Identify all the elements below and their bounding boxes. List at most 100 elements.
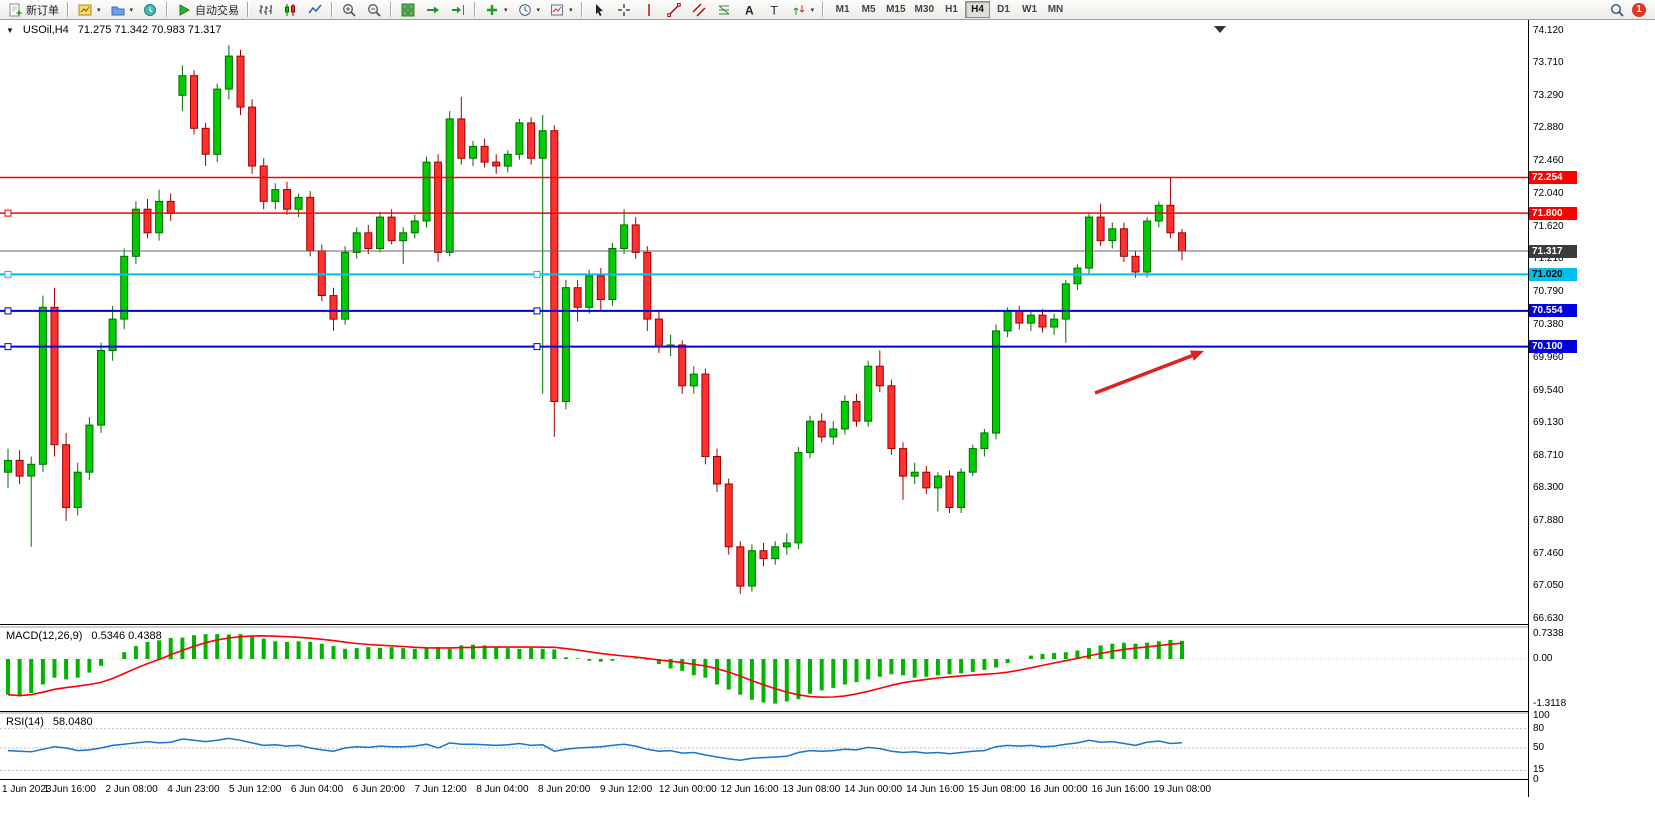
timeframe-h1-button[interactable]: H1 — [939, 1, 964, 18]
time-axis[interactable]: 1 Jun 2023 1 Jun 16:00 2 Jun 08:00 4 Jun 23… — [0, 781, 1528, 799]
timeframe-mn-button[interactable]: MN — [1043, 1, 1068, 18]
search-icon — [1609, 2, 1625, 18]
rsi-value: 58.0480 — [52, 716, 93, 728]
chart-shift-button[interactable] — [446, 1, 470, 19]
shift-marker-icon[interactable] — [1214, 26, 1226, 33]
candle-body — [503, 153, 512, 167]
panel-separator[interactable] — [0, 626, 1655, 628]
periods-icon — [517, 2, 533, 18]
line-handle[interactable] — [4, 270, 12, 278]
macd-label-row: MACD(12,26,9) 0.5346 0.4388 — [6, 630, 162, 642]
timeframe-d1-button[interactable]: D1 — [991, 1, 1016, 18]
price-chart-canvas[interactable] — [0, 20, 1528, 625]
price-marker: 70.554 — [1529, 304, 1577, 318]
zoom-out-button[interactable] — [362, 1, 386, 19]
candle-body — [829, 428, 838, 438]
time-axis-label: 6 Jun 20:00 — [352, 784, 405, 795]
price-marker: 71.800 — [1529, 206, 1577, 220]
panel-separator[interactable] — [0, 712, 1655, 714]
time-axis-label: 1 Jun 16:00 — [43, 784, 96, 795]
candle-body — [620, 224, 629, 249]
vertical-line-tool-button[interactable] — [637, 1, 661, 19]
templates-button[interactable]: ▾ — [545, 1, 577, 19]
line-handle[interactable] — [4, 307, 12, 315]
text-tool-button[interactable]: A — [737, 1, 761, 19]
bar-chart-icon — [257, 2, 273, 18]
price-axis-label: 72.880 — [1533, 122, 1564, 134]
line-chart-icon — [307, 2, 323, 18]
candle-body — [643, 251, 652, 320]
candle-body — [143, 208, 152, 234]
tile-windows-button[interactable] — [396, 1, 420, 19]
periods-button[interactable]: ▾ — [513, 1, 545, 19]
timeframe-m5-button[interactable]: M5 — [856, 1, 881, 18]
price-axis[interactable]: 74.120 73.710 73.290 72.880 72.460 72.040 71.6… — [1528, 20, 1655, 797]
candle-body — [852, 401, 861, 422]
candle-body — [922, 471, 931, 489]
market-watch-button[interactable] — [138, 1, 162, 19]
rsi-label: RSI(14) — [6, 716, 44, 728]
rsi-panel-canvas[interactable] — [0, 714, 1528, 780]
candle-body — [654, 318, 663, 348]
line-handle[interactable] — [533, 307, 541, 315]
candle-body — [15, 459, 24, 477]
toolbar-separator — [247, 2, 250, 17]
line-handle[interactable] — [533, 343, 541, 351]
search-button[interactable] — [1605, 1, 1629, 19]
candlestick-icon — [282, 2, 298, 18]
price-axis-label: 71.620 — [1533, 221, 1564, 233]
line-handle[interactable] — [533, 270, 541, 278]
candle-body — [1119, 228, 1128, 257]
fibonacci-tool-button[interactable] — [712, 1, 736, 19]
templates-icon — [549, 2, 565, 18]
timeframe-h4-button[interactable]: H4 — [965, 1, 990, 18]
crosshair-tool-button[interactable] — [612, 1, 636, 19]
rsi-axis-label: 50 — [1533, 742, 1545, 753]
candle-body — [62, 444, 71, 509]
candle-body — [1166, 204, 1175, 234]
line-handle[interactable] — [4, 209, 12, 217]
candle-body — [701, 373, 710, 458]
candle-body — [678, 344, 687, 387]
profiles-button[interactable]: ▾ — [106, 1, 138, 19]
candle-body — [27, 463, 36, 477]
price-axis-label: 71.210 — [1533, 253, 1564, 265]
candle-body — [341, 251, 350, 320]
text-label-tool-button[interactable]: T — [762, 1, 786, 19]
timeframe-m1-button[interactable]: M1 — [830, 1, 855, 18]
price-marker: 70.100 — [1529, 340, 1577, 354]
new-order-button[interactable]: 新订单 — [3, 1, 63, 19]
new-chart-button[interactable]: ▾ — [73, 1, 105, 19]
equidistant-channel-tool-button[interactable] — [687, 1, 711, 19]
bar-chart-button[interactable] — [253, 1, 277, 19]
notification-badge[interactable]: 1 — [1632, 2, 1646, 17]
candle-body — [585, 275, 594, 308]
candle-body — [759, 550, 768, 560]
macd-panel-canvas[interactable] — [0, 628, 1528, 712]
annotation-arrow-head[interactable] — [1189, 350, 1204, 361]
price-axis-label: 69.960 — [1533, 351, 1564, 363]
timeframe-m30-button[interactable]: M30 — [911, 1, 938, 18]
zoom-in-button[interactable] — [337, 1, 361, 19]
price-axis-label: 69.540 — [1533, 384, 1564, 396]
price-axis-label: 68.710 — [1533, 449, 1564, 461]
arrows-tool-button[interactable]: ▾ — [787, 1, 819, 19]
annotation-arrow-shaft[interactable] — [1094, 354, 1193, 395]
candle-body — [713, 456, 721, 485]
time-axis-label: 8 Jun 04:00 — [476, 784, 529, 795]
cursor-tool-button[interactable] — [587, 1, 611, 19]
candlestick-chart-button[interactable] — [278, 1, 302, 19]
timeframe-m15-button[interactable]: M15 — [882, 1, 909, 18]
rsi-axis-label: 0 — [1533, 774, 1539, 785]
candle-body — [131, 208, 140, 257]
candle-body — [271, 189, 280, 202]
auto-scroll-button[interactable] — [421, 1, 445, 19]
line-chart-button[interactable] — [303, 1, 327, 19]
trendline-tool-button[interactable] — [662, 1, 686, 19]
line-handle[interactable] — [4, 343, 12, 351]
timeframe-w1-button[interactable]: W1 — [1017, 1, 1042, 18]
candle-body — [178, 75, 187, 96]
indicators-button[interactable]: ▾ — [480, 1, 512, 19]
one-click-trading-toggle[interactable]: ▼ — [6, 25, 14, 35]
autotrading-button[interactable]: 自动交易 — [172, 1, 243, 19]
